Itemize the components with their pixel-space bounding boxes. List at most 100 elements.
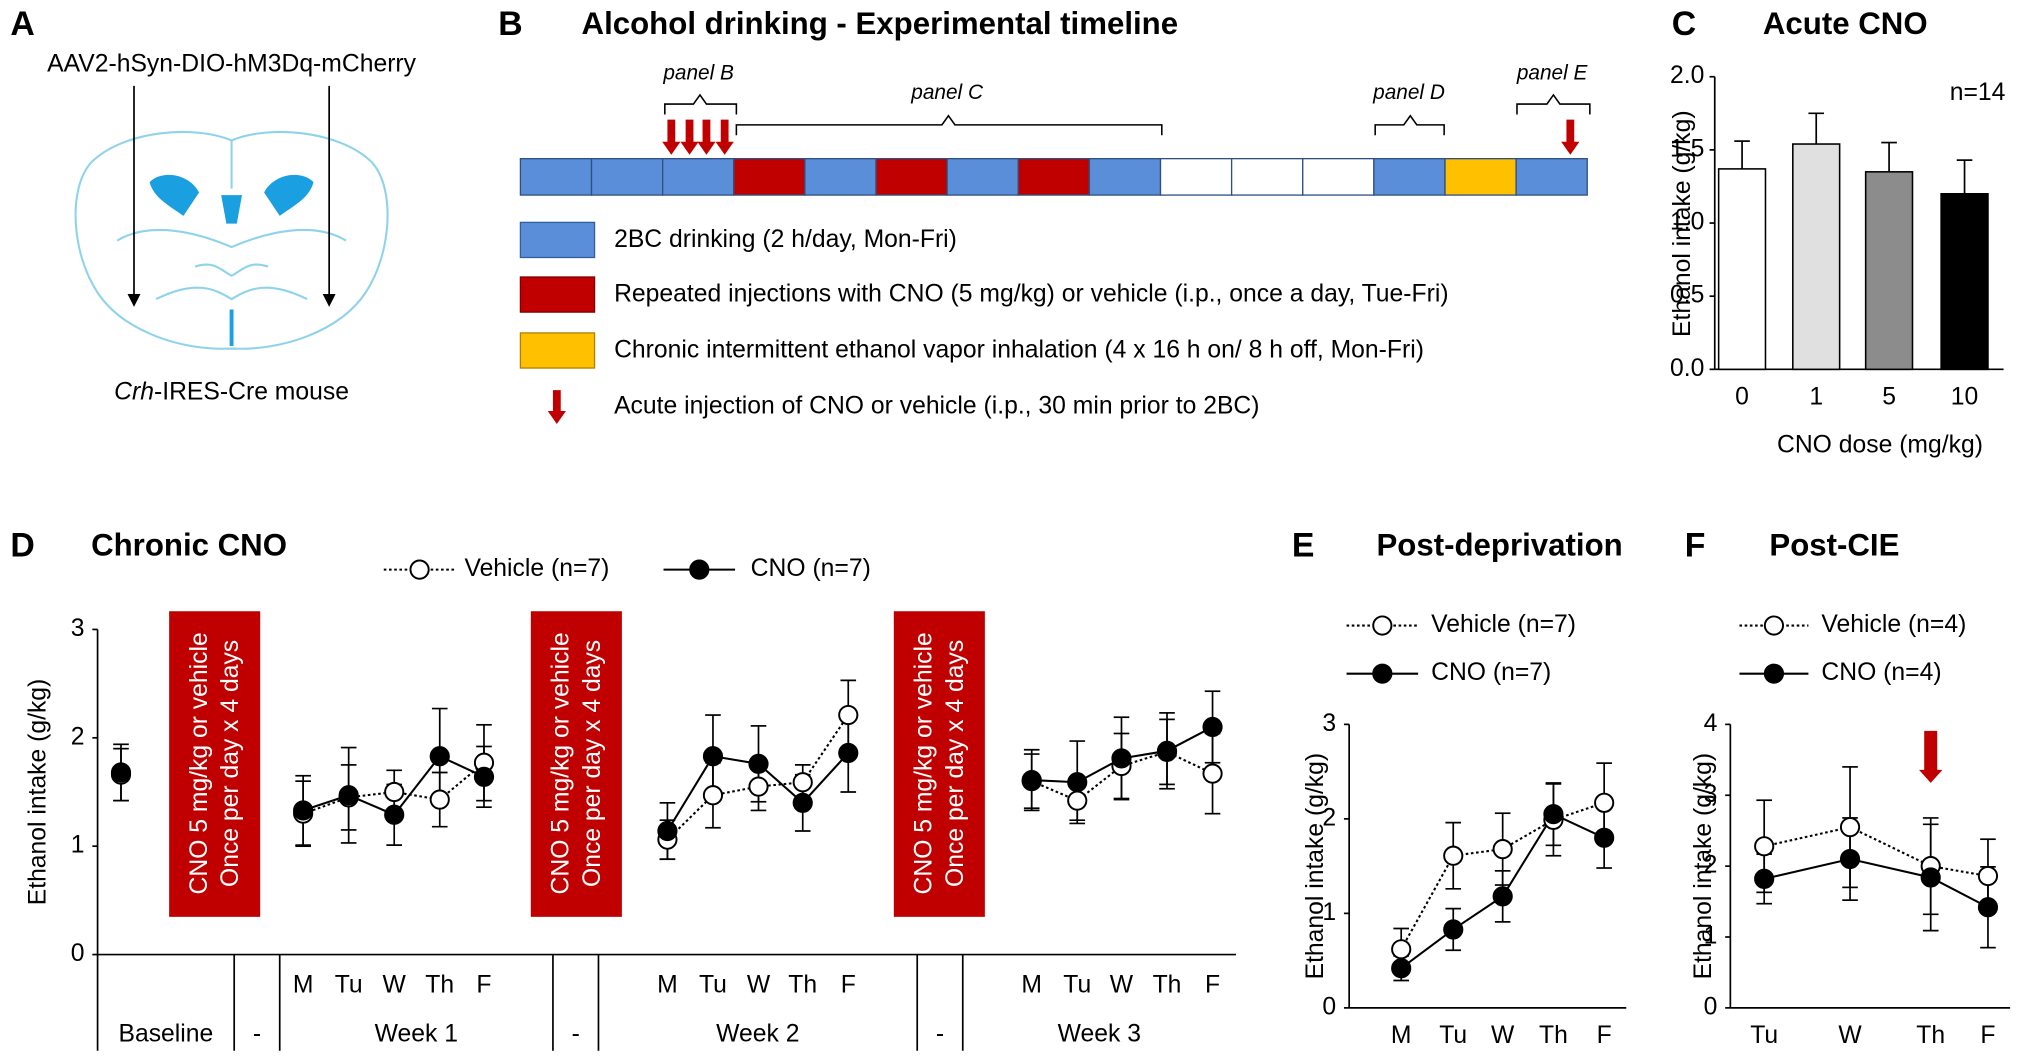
data-point	[1492, 886, 1513, 907]
data-point	[1594, 827, 1615, 848]
panel-title: Post-deprivation	[1376, 528, 1622, 563]
legend-swatch	[519, 332, 596, 369]
data-point	[1977, 897, 1999, 918]
treatment-label: CNO 5 mg/kg or vehicle	[548, 632, 575, 894]
treatment-label: CNO 5 mg/kg or vehicle	[186, 632, 213, 894]
legend-label: Vehicle (n=7)	[464, 555, 609, 582]
legend-swatch	[519, 276, 596, 313]
y-tick-label: 1	[1322, 899, 1336, 926]
x-tick-label: F	[1597, 1022, 1612, 1049]
data-point	[1977, 865, 1999, 887]
timeline-block	[590, 158, 664, 196]
data-point	[1156, 740, 1178, 761]
y-axis-label: Ethanol intake (g/kg)	[1302, 753, 1329, 980]
x-tick-label: F	[1205, 971, 1220, 998]
timeline-block	[519, 158, 593, 196]
data-point	[1391, 958, 1412, 979]
brain-drawing	[74, 131, 389, 350]
data-point	[1021, 769, 1042, 791]
bracket-label: panel E	[1516, 62, 1589, 85]
bar	[1940, 192, 1989, 371]
red-arrow	[1561, 119, 1580, 155]
x-tick-label: Tu	[1750, 1022, 1778, 1049]
treatment-label: CNO 5 mg/kg or vehicle	[911, 632, 938, 894]
mouse-label-rest: -IRES-Cre mouse	[154, 378, 349, 405]
legend-marker	[1372, 615, 1393, 636]
data-point	[1839, 848, 1861, 870]
data-point	[1543, 804, 1564, 825]
data-point	[473, 766, 495, 787]
treatment-label: Once per day x 4 days	[217, 640, 244, 887]
x-tick-label: 0	[1735, 383, 1749, 410]
legend-marker	[409, 559, 430, 580]
data-point	[792, 792, 813, 813]
treatment-box	[893, 611, 985, 917]
y-tick-label: 2	[1322, 804, 1336, 831]
data-point	[702, 785, 724, 806]
x-axis-label: CNO dose (mg/kg)	[1777, 432, 1983, 459]
timeline	[519, 158, 1588, 196]
data-point	[429, 789, 450, 810]
x-tick-label: 1	[1809, 383, 1823, 410]
legend-text: 2BC drinking (2 h/day, Mon-Fri)	[614, 226, 957, 253]
y-tick-label: 2.0	[1670, 62, 1704, 89]
data-point	[1067, 772, 1088, 793]
x-tick-label: M	[1391, 1022, 1412, 1049]
panel-letter: C	[1672, 5, 1696, 43]
panel-letter: F	[1685, 526, 1706, 564]
y-tick-label: 3	[71, 615, 85, 642]
series-line	[1763, 857, 1989, 909]
legend-label: CNO (n=7)	[1431, 659, 1551, 686]
red-arrow	[697, 119, 716, 155]
data-point	[384, 781, 405, 803]
timeline-block	[804, 158, 877, 196]
data-point	[657, 820, 678, 842]
y-tick-label: 1	[1704, 923, 1718, 950]
group-label: Baseline	[118, 1021, 213, 1048]
y-tick-label: 0	[1322, 993, 1336, 1020]
timeline-block	[1444, 158, 1517, 196]
y-axis-label: Ethanol intake (g/kg)	[1690, 753, 1717, 980]
timeline-block	[1088, 158, 1162, 196]
group-label: -	[572, 1021, 580, 1048]
data-point	[1202, 763, 1223, 784]
legend-label: Vehicle (n=7)	[1431, 611, 1576, 638]
bracket-label: panel C	[910, 81, 984, 104]
treatment-label: Once per day x 4 days	[942, 640, 969, 887]
group-label: -	[253, 1021, 261, 1048]
legend-label: CNO (n=7)	[751, 555, 871, 582]
treatment-box	[169, 611, 261, 917]
timeline-block	[662, 158, 735, 196]
y-tick-label: 0	[1704, 993, 1718, 1020]
bracket-label: panel D	[1372, 81, 1445, 104]
group-label: Week 1	[375, 1021, 458, 1048]
y-tick-label: 0	[71, 940, 85, 967]
group-label: Week 2	[716, 1021, 799, 1048]
y-tick-label: 3	[1704, 781, 1718, 808]
bracket-label: panel B	[662, 62, 734, 85]
y-tick-label: 2	[1704, 852, 1718, 879]
legend-marker	[1372, 663, 1393, 684]
legend-marker	[689, 559, 710, 580]
red-arrow	[1919, 730, 1943, 783]
x-tick-label: W	[1838, 1022, 1862, 1049]
legend-label: Vehicle (n=4)	[1821, 611, 1966, 638]
treatment-box	[530, 611, 622, 917]
bar	[1864, 171, 1914, 371]
vector-label: AAV2-hSyn-DIO-hM3Dq-mCherry	[47, 51, 417, 78]
y-tick-label: 0.0	[1670, 355, 1704, 382]
data-point	[792, 772, 813, 793]
data-point	[1202, 716, 1223, 738]
timeline-block	[1017, 158, 1091, 196]
y-tick-label: 4	[1704, 710, 1718, 737]
panel-title: Alcohol drinking - Experimental timeline	[582, 6, 1179, 41]
timeline-block	[733, 158, 806, 196]
mouse-label-italic: Crh	[114, 378, 154, 405]
x-tick-label: W	[383, 971, 407, 998]
x-tick-label: Th	[788, 971, 817, 998]
x-tick-label: F	[841, 971, 856, 998]
x-tick-label: Th	[1916, 1022, 1945, 1049]
data-point	[748, 776, 769, 797]
